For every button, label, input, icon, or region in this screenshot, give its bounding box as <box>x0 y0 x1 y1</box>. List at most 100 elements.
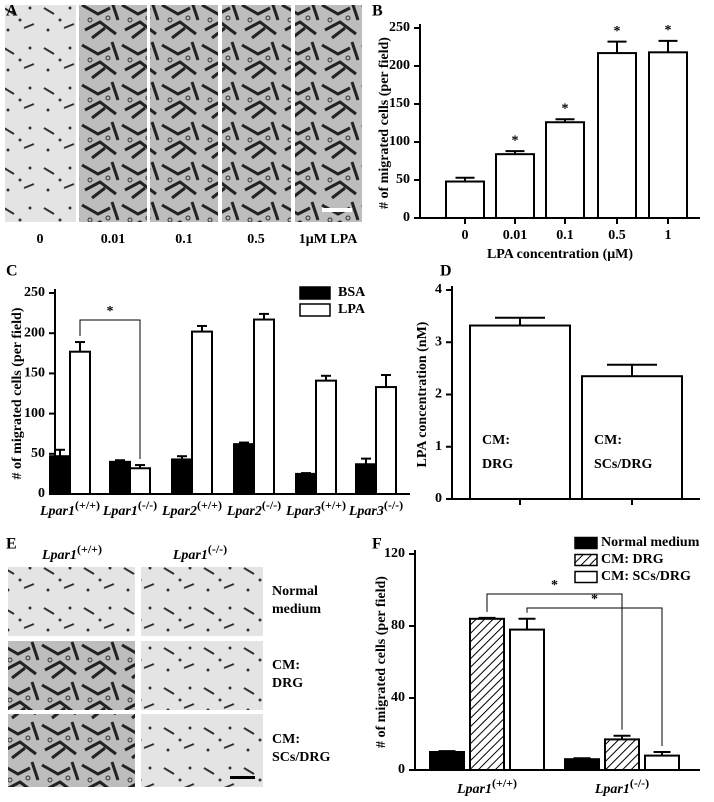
micrograph <box>295 5 362 222</box>
error-bar <box>239 441 249 445</box>
legend-swatch <box>574 553 598 567</box>
x-tick-label: 1 <box>665 228 672 243</box>
image-label: 0.1 <box>175 232 193 247</box>
x-axis-label: LPA concentration (μM) <box>487 247 633 262</box>
error-bar <box>518 617 536 630</box>
bar <box>469 617 505 771</box>
row-label: SCs/DRG <box>272 750 330 765</box>
y-tick-label: 120 <box>384 546 405 561</box>
panel-letter: D <box>440 263 452 280</box>
gene-name: Lpar1 <box>172 548 208 563</box>
x-tick-label: Lpar3(-/-) <box>348 498 403 519</box>
micrograph <box>8 641 135 710</box>
significance: * <box>614 24 621 39</box>
gene-name: Lpar3 <box>285 504 321 519</box>
legend-swatch <box>299 303 331 317</box>
significance-bracket <box>79 319 141 460</box>
error-bar <box>177 455 187 460</box>
error-bar <box>658 39 678 53</box>
image-label: 1μM LPA <box>299 232 359 247</box>
bar <box>191 330 213 496</box>
y-tick-label: 2 <box>435 387 442 402</box>
error-bar <box>653 751 671 756</box>
panel-letter: C <box>6 263 18 280</box>
bar <box>509 628 545 771</box>
significance: * <box>512 133 519 148</box>
genotype: (-/-) <box>138 498 157 512</box>
gene-name: Lpar1 <box>102 504 138 519</box>
micrograph <box>150 5 218 222</box>
significance: * <box>665 23 672 38</box>
bar <box>109 460 131 495</box>
y-tick-label: 100 <box>389 134 410 149</box>
x-tick-label: Lpar2(-/-) <box>226 498 281 519</box>
bar-label: SCs/DRG <box>594 457 652 472</box>
gene-name: Lpar1 <box>39 504 75 519</box>
error-bar <box>381 374 391 388</box>
error-bar <box>555 118 575 123</box>
y-tick-label: 250 <box>389 20 410 35</box>
x-tick-label: 0 <box>462 228 469 243</box>
error-bar <box>135 464 145 469</box>
panel-a-images <box>5 5 362 222</box>
x-tick-label: Lpar1(-/-) <box>594 776 649 797</box>
bar <box>604 738 640 772</box>
x-tick-label: 0.5 <box>608 228 626 243</box>
bar <box>129 467 151 496</box>
y-tick-label: 200 <box>24 325 45 340</box>
image-label: 0.5 <box>247 232 265 247</box>
genotype: (+/+) <box>321 498 346 512</box>
error-bar <box>361 457 371 465</box>
legend-swatch <box>299 286 331 300</box>
y-tick-label: 150 <box>389 96 410 111</box>
scale-bar <box>230 776 255 779</box>
legend-label: CM: DRG <box>601 552 664 567</box>
micrograph <box>141 567 263 636</box>
bar <box>564 758 600 772</box>
y-axis-label: # of migrated cells (per field) <box>377 37 392 209</box>
y-tick-label: 0 <box>398 762 405 777</box>
genotype: (-/-) <box>384 498 403 512</box>
genotype: (+/+) <box>492 776 517 790</box>
row-label: Normal <box>272 584 318 599</box>
error-bar <box>75 341 85 352</box>
y-tick-label: 50 <box>396 172 410 187</box>
x-tick-label: Lpar1(-/-) <box>102 498 157 519</box>
row-label: medium <box>272 602 321 617</box>
significance: * <box>551 578 558 593</box>
error-bar <box>115 459 125 462</box>
y-tick-label: 100 <box>24 406 45 421</box>
row-label: DRG <box>272 676 303 691</box>
panel-letter: E <box>6 536 17 553</box>
bar <box>597 52 637 219</box>
bar <box>69 350 91 495</box>
x-tick-label: Lpar1(+/+) <box>456 776 517 797</box>
panel-letter: A <box>6 3 18 20</box>
y-tick-label: 80 <box>391 618 405 633</box>
y-tick-label: 1 <box>435 439 442 454</box>
bar <box>171 458 193 496</box>
gene-name: Lpar1 <box>41 548 77 563</box>
legend-label: Normal medium <box>601 535 700 550</box>
error-bar <box>505 150 525 155</box>
bar <box>648 51 688 219</box>
error-bar <box>455 176 475 182</box>
y-tick-label: 4 <box>435 282 442 297</box>
row-label: CM: <box>272 732 300 747</box>
genotype: (+/+) <box>75 498 100 512</box>
image-label: 0 <box>37 232 44 247</box>
y-tick-label: 0 <box>403 210 410 225</box>
gene-name: Lpar1 <box>456 782 492 797</box>
micrograph <box>8 567 135 636</box>
significance: * <box>107 304 114 319</box>
bar <box>49 455 71 496</box>
scale-bar <box>322 208 352 212</box>
gene-name: Lpar3 <box>348 504 384 519</box>
legend-label: LPA <box>338 302 366 317</box>
y-tick-label: 150 <box>24 366 45 381</box>
bar <box>445 180 485 220</box>
bar <box>469 324 571 500</box>
error-bar <box>607 363 657 377</box>
genotype: (-/-) <box>630 776 649 790</box>
